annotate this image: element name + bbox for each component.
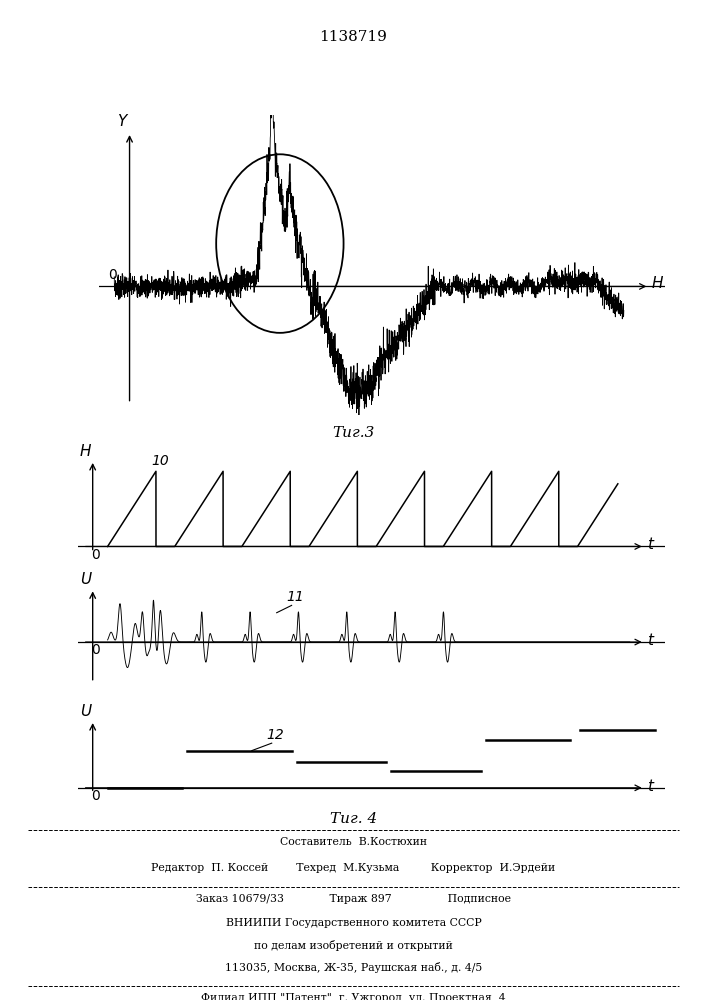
Text: 12: 12 bbox=[267, 728, 284, 742]
Text: 0: 0 bbox=[91, 548, 100, 562]
Text: 10: 10 bbox=[151, 454, 169, 468]
Text: ВНИИПИ Государственного комитета СССР: ВНИИПИ Государственного комитета СССР bbox=[226, 918, 481, 928]
Text: U: U bbox=[80, 704, 90, 719]
Text: U: U bbox=[80, 572, 90, 587]
Text: 1138719: 1138719 bbox=[320, 30, 387, 44]
Text: Y: Y bbox=[117, 114, 127, 129]
Text: 0: 0 bbox=[108, 268, 117, 282]
Text: t: t bbox=[647, 633, 653, 648]
Text: t: t bbox=[647, 537, 653, 552]
Text: Филиал ИПП "Патент", г. Ужгород, ул. Проектная, 4: Филиал ИПП "Патент", г. Ужгород, ул. Про… bbox=[201, 993, 506, 1000]
Text: H: H bbox=[652, 276, 663, 291]
Text: Τиг.3: Τиг.3 bbox=[332, 426, 375, 440]
Text: по делам изобретений и открытий: по делам изобретений и открытий bbox=[254, 940, 453, 951]
Text: 11: 11 bbox=[286, 590, 305, 604]
Text: Редактор  П. Коссей        Техред  М.Кузьма         Корректор  И.Эрдейи: Редактор П. Коссей Техред М.Кузьма Корре… bbox=[151, 863, 556, 873]
Text: 113035, Москва, Ж-35, Раушская наб., д. 4/5: 113035, Москва, Ж-35, Раушская наб., д. … bbox=[225, 962, 482, 973]
Text: t: t bbox=[647, 779, 653, 794]
Text: Τиг. 4: Τиг. 4 bbox=[330, 812, 377, 826]
Text: Составитель  В.Костюхин: Составитель В.Костюхин bbox=[280, 837, 427, 847]
Text: 0: 0 bbox=[91, 643, 100, 657]
Text: Заказ 10679/33             Тираж 897                Подписное: Заказ 10679/33 Тираж 897 Подписное bbox=[196, 894, 511, 904]
Text: 0: 0 bbox=[91, 789, 100, 803]
Text: H: H bbox=[79, 444, 91, 459]
